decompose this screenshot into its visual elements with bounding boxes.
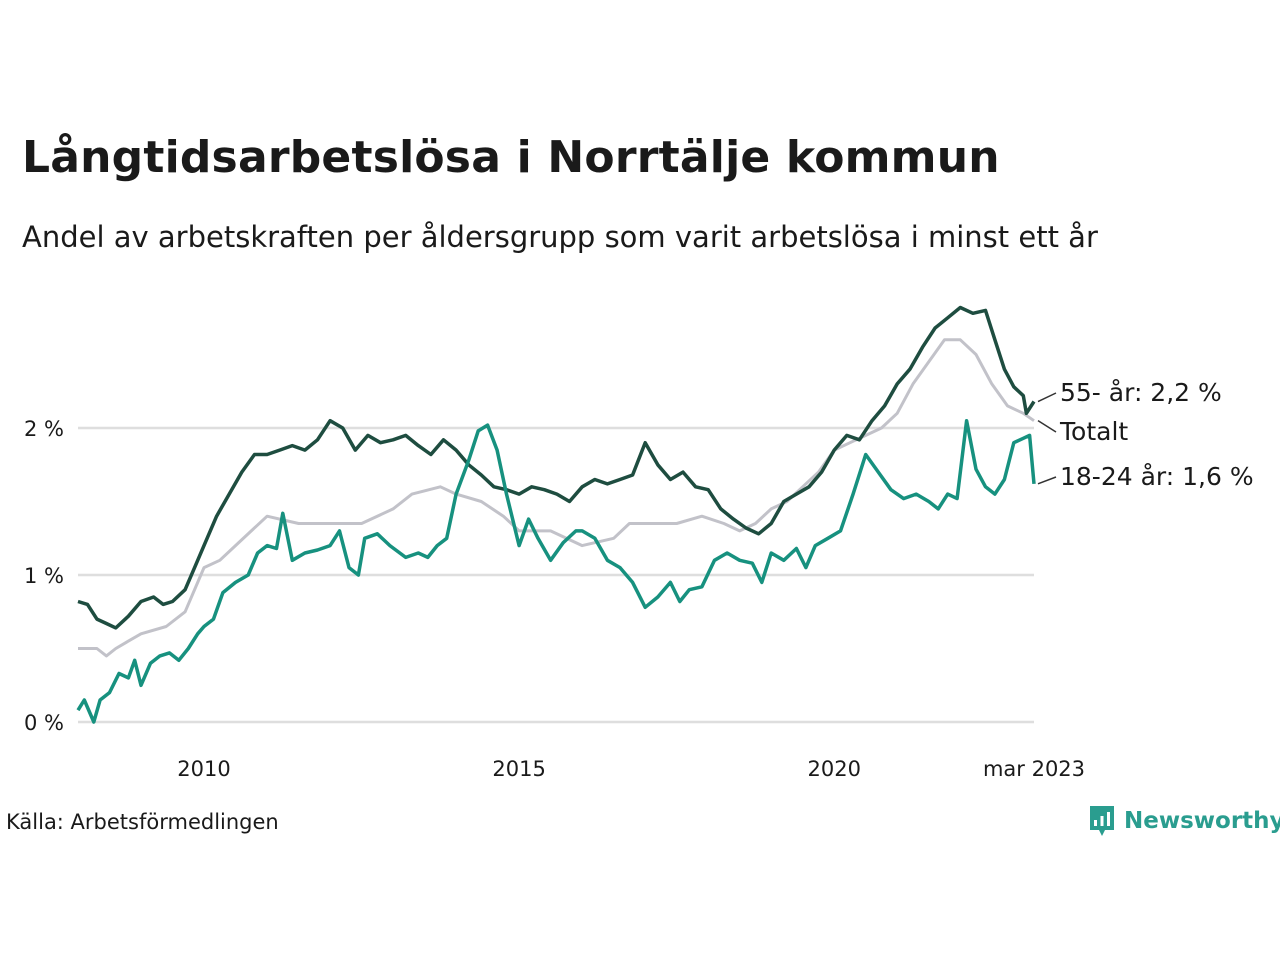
y-tick-label: 0 % [24, 711, 64, 735]
chart-title: Långtidsarbetslösa i Norrtälje kommun [22, 132, 1000, 183]
series-line-2 [76, 418, 1036, 724]
logo-text: Newsworthy [1124, 808, 1280, 834]
grid-lines [78, 426, 1034, 724]
series-line-1 [77, 305, 1036, 630]
series-lines [76, 305, 1036, 724]
x-tick-label: mar 2023 [983, 757, 1085, 781]
leader-line [1037, 392, 1057, 403]
series-end-label: 55- år: 2,2 % [1060, 378, 1222, 407]
leader-line [1037, 420, 1057, 433]
y-tick-label: 2 % [24, 417, 64, 441]
series-end-labels: Totalt 55- år: 2,2 % 18-24 år: 1,6 % [1037, 378, 1254, 491]
x-tick-label: 2020 [808, 757, 861, 781]
leader-line [1037, 476, 1057, 485]
x-axis-ticks: 2010 2015 2020 mar 2023 [177, 757, 1085, 781]
y-tick-label: 1 % [24, 564, 64, 588]
source-note: Källa: Arbetsförmedlingen [6, 810, 279, 834]
series-line-0 [78, 338, 1035, 658]
newsworthy-chart-icon [1090, 806, 1114, 836]
series-end-label: 18-24 år: 1,6 % [1060, 462, 1254, 491]
series-end-label: Totalt [1059, 417, 1128, 446]
chart-subtitle: Andel av arbetskraften per åldersgrupp s… [22, 220, 1098, 254]
newsworthy-logo: Newsworthy [1088, 804, 1280, 838]
x-tick-label: 2010 [177, 757, 230, 781]
x-tick-label: 2015 [492, 757, 545, 781]
y-axis-ticks: 0 % 1 % 2 % [24, 417, 64, 735]
